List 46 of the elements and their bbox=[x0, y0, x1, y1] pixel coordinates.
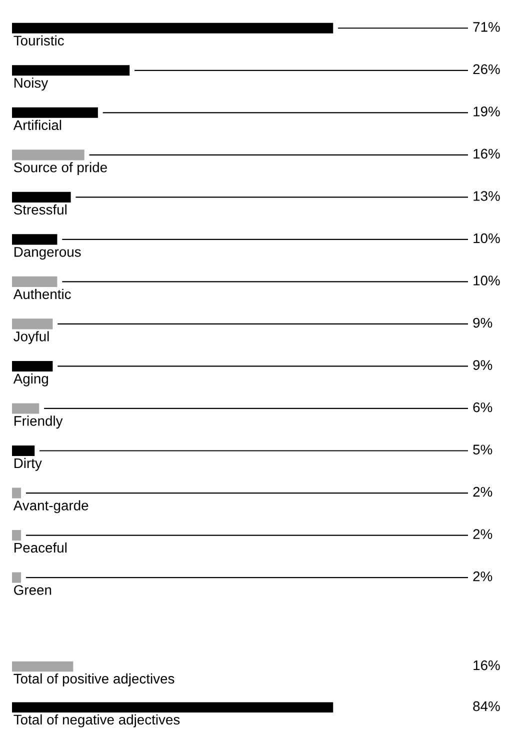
bar bbox=[12, 572, 22, 583]
y-tick-label: Noisy bbox=[14, 78, 48, 91]
y-tick-label: Joyful bbox=[14, 331, 49, 344]
y-tick-label: Source of pride bbox=[14, 162, 107, 176]
bar bbox=[12, 150, 84, 160]
bar bbox=[12, 234, 58, 245]
data-label: 84% bbox=[473, 701, 500, 712]
data-label: 19% bbox=[474, 106, 500, 116]
data-label: 16% bbox=[474, 148, 500, 159]
data-label: 5% bbox=[473, 444, 492, 454]
bar bbox=[12, 22, 334, 34]
bar bbox=[12, 403, 40, 414]
y-tick-label: Total of positive adjectives bbox=[14, 673, 174, 686]
data-label: 10% bbox=[474, 276, 500, 286]
y-tick-label: Authentic bbox=[13, 288, 71, 300]
y-tick-label: Friendly bbox=[14, 416, 63, 429]
y-tick-label: Total of negative adjectives bbox=[14, 714, 180, 728]
bar bbox=[12, 276, 58, 287]
data-label: 9% bbox=[473, 360, 492, 370]
bar bbox=[12, 107, 98, 118]
bar bbox=[12, 445, 35, 456]
data-label: 9% bbox=[473, 318, 492, 328]
y-tick-label: Touristic bbox=[14, 35, 64, 46]
bar bbox=[12, 488, 22, 498]
bar bbox=[12, 360, 53, 372]
y-tick-label: Green bbox=[14, 585, 52, 595]
y-tick-label: Avant-garde bbox=[13, 500, 88, 514]
data-label: 16% bbox=[474, 660, 500, 670]
bar bbox=[12, 318, 53, 330]
bar bbox=[12, 530, 22, 541]
data-label: 6% bbox=[473, 402, 492, 412]
y-tick-label: Dirty bbox=[14, 458, 42, 471]
data-label: 2% bbox=[473, 529, 492, 539]
y-tick-label: Dangerous bbox=[14, 247, 81, 260]
y-tick-label: Peaceful bbox=[14, 542, 66, 553]
y-tick-label: Stressful bbox=[14, 204, 66, 215]
y-tick-label: Aging bbox=[13, 373, 48, 386]
data-label: 2% bbox=[473, 571, 492, 582]
data-label: 71% bbox=[473, 22, 500, 32]
y-tick-label: Artificial bbox=[13, 120, 62, 130]
data-label: 2% bbox=[473, 486, 492, 497]
data-label: 26% bbox=[473, 64, 500, 74]
data-label: 10% bbox=[474, 233, 500, 244]
bar bbox=[12, 192, 71, 202]
bar bbox=[12, 65, 130, 76]
data-label: 13% bbox=[474, 191, 500, 201]
